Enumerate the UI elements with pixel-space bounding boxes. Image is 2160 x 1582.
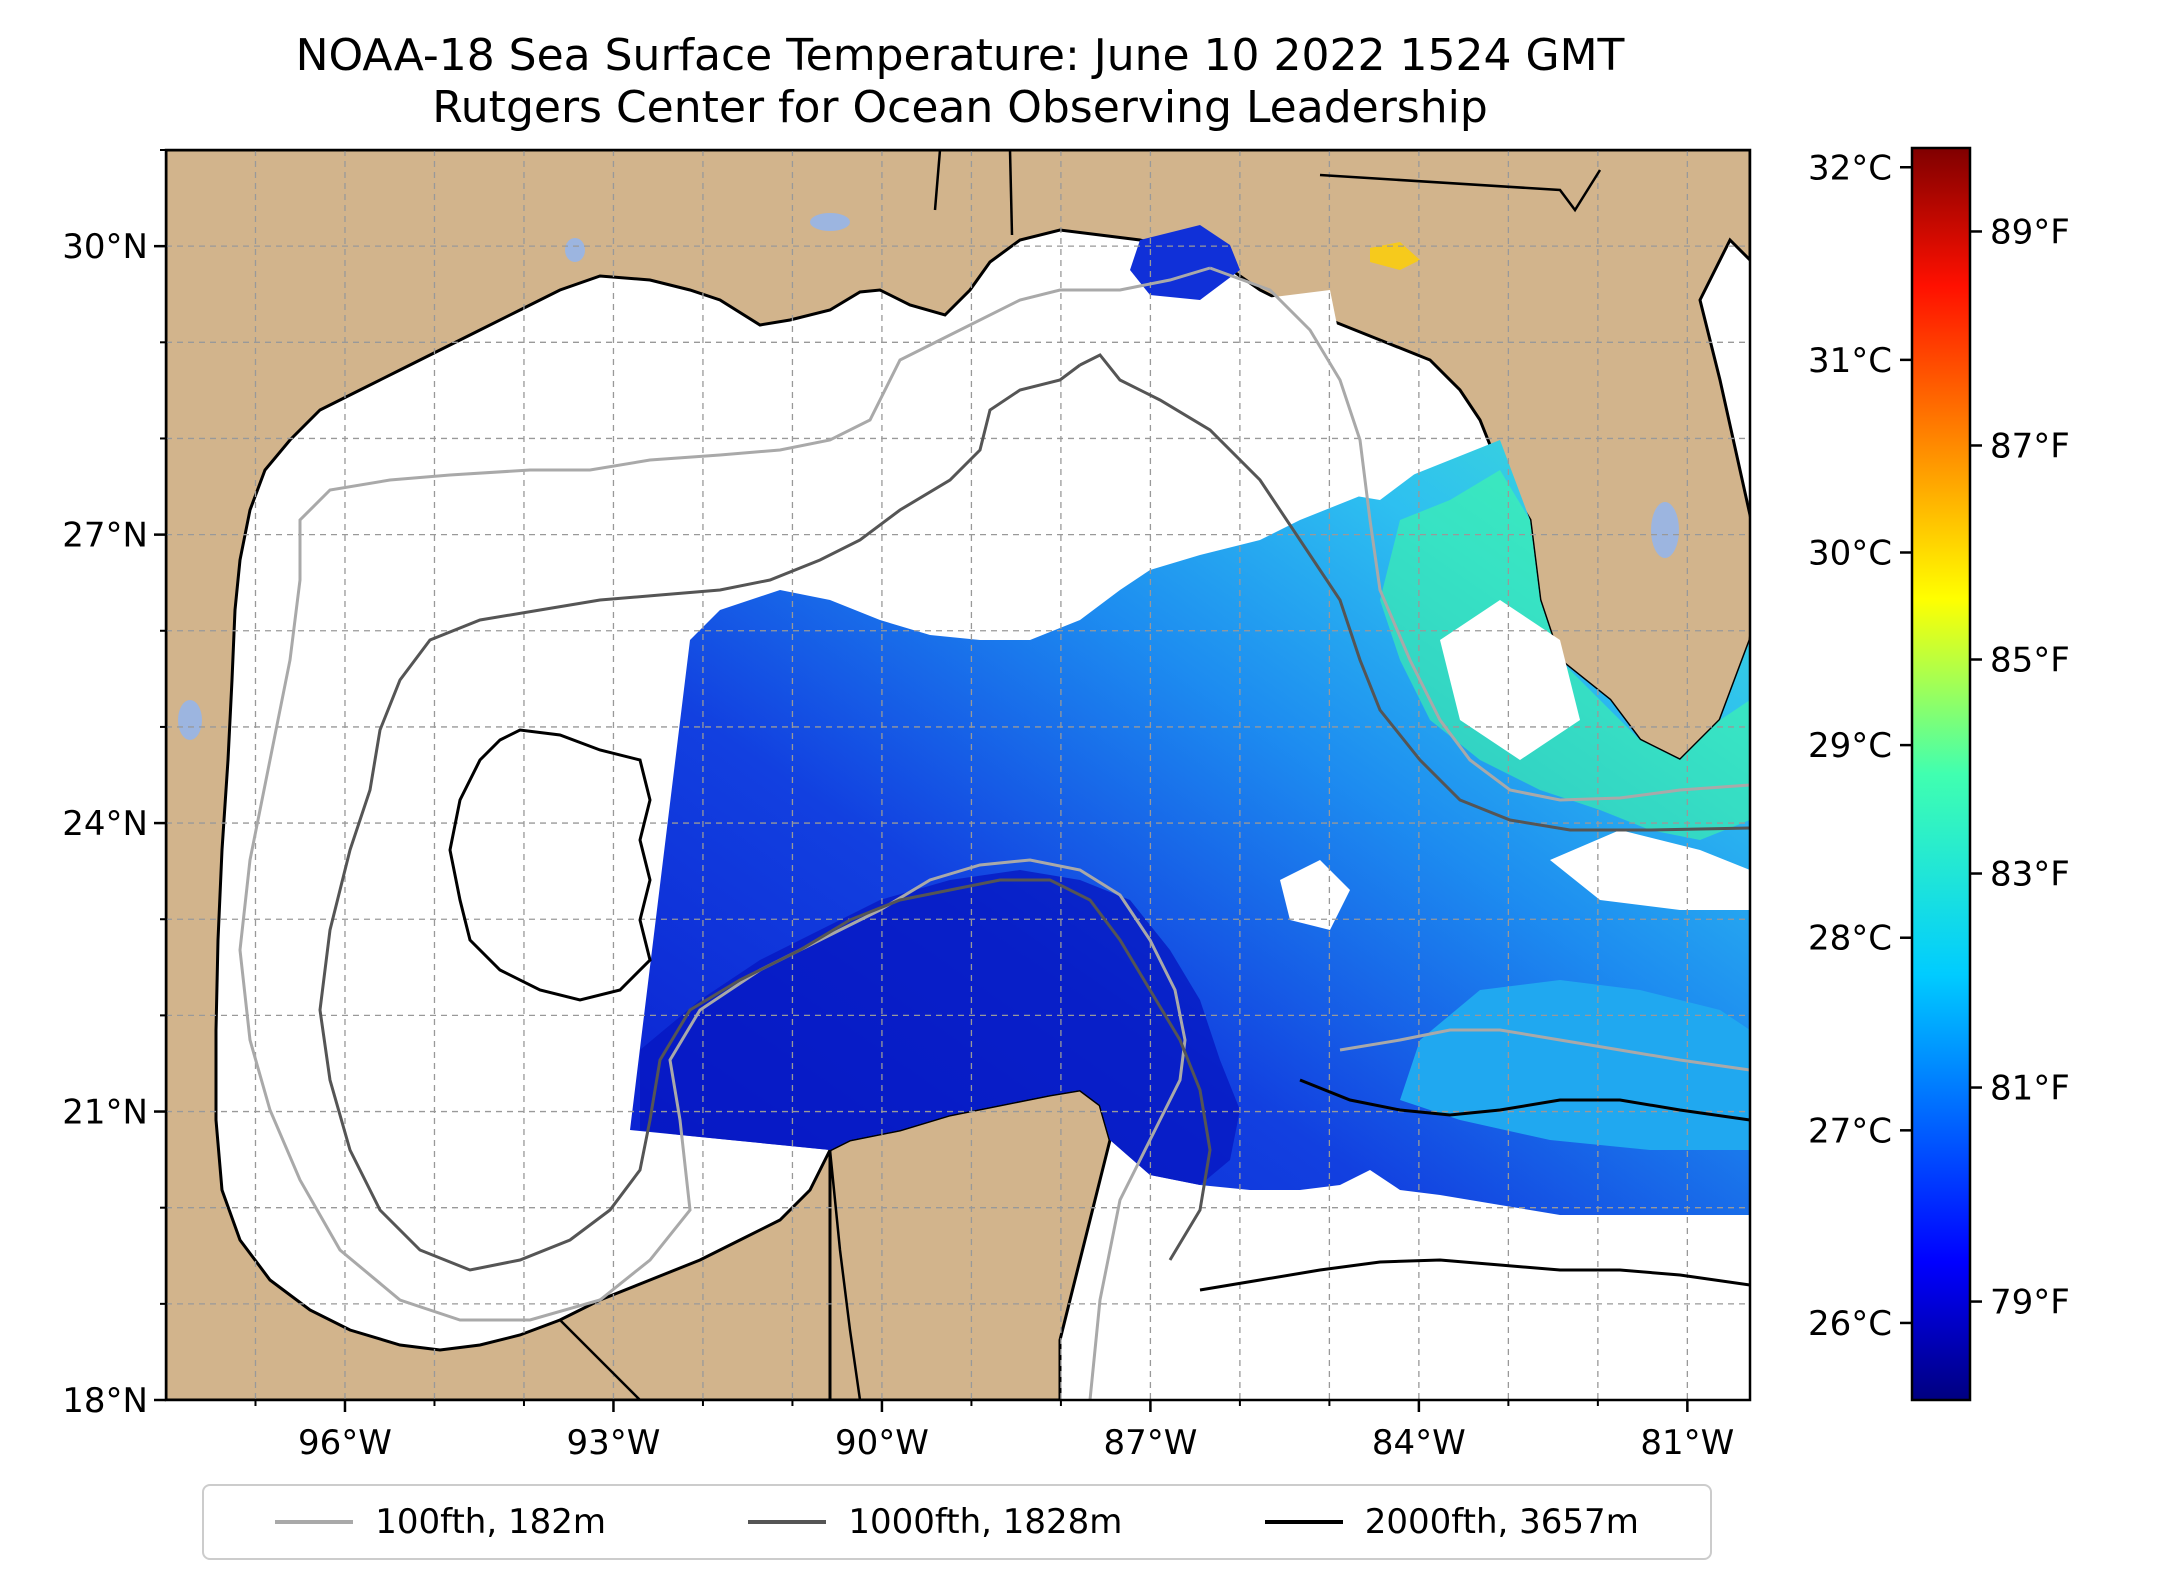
bathymetry-contours <box>238 266 1750 1400</box>
lake <box>178 700 202 740</box>
lake-pontchartrain <box>810 213 850 231</box>
legend-item-2000fth: 2000fth, 3657m <box>1264 1502 1639 1542</box>
celsius-tick-label: 32°C <box>1808 148 1892 188</box>
latitude-axis: 30°N 27°N 24°N 21°N 18°N <box>62 149 166 1421</box>
colorbar: 32°C 31°C 30°C 29°C 28°C 27°C 26°C 89°F 87°F 85°… <box>1808 146 2070 1402</box>
map-subtitle: Rutgers Center for Ocean Observing Leade… <box>432 82 1488 133</box>
legend-swatch-100fth <box>275 1520 354 1524</box>
sst-swath-deep <box>640 870 1240 1185</box>
graticule <box>166 150 1750 1400</box>
lon-tick-label: 87°W <box>1103 1423 1197 1463</box>
lon-tick-label: 96°W <box>298 1423 392 1463</box>
sst-swath-warm <box>1380 470 1750 840</box>
legend-item-1000fth: 1000fth, 1828m <box>748 1502 1122 1542</box>
legend-swatch-1000fth <box>748 1520 827 1524</box>
lon-tick-label: 93°W <box>567 1423 661 1463</box>
lat-tick-label: 24°N <box>62 804 148 844</box>
legend-swatch-2000fth <box>1264 1520 1343 1524</box>
lat-tick-label: 21°N <box>62 1093 148 1133</box>
longitude-axis: 96°W 93°W 90°W 87°W 84°W 81°W <box>254 1400 1734 1463</box>
fahrenheit-tick-label: 89°F <box>1990 212 2070 252</box>
contour-legend: 100fth, 182m 1000fth, 1828m 2000fth, 365… <box>202 1484 1712 1560</box>
contour-100fth <box>238 266 1750 1400</box>
colorbar-gradient <box>1910 146 1972 1402</box>
celsius-tick-label: 29°C <box>1808 726 1892 766</box>
lon-tick-label: 90°W <box>835 1423 929 1463</box>
fahrenheit-tick-label: 85°F <box>1990 641 2070 681</box>
colorbar-fahrenheit-ticks: 89°F 87°F 85°F 83°F 81°F 79°F <box>1970 212 2070 1323</box>
map-title: NOAA-18 Sea Surface Temperature: June 10… <box>295 30 1625 81</box>
celsius-tick-label: 30°C <box>1808 533 1892 573</box>
fahrenheit-tick-label: 81°F <box>1990 1069 2070 1109</box>
lon-tick-label: 81°W <box>1640 1423 1734 1463</box>
celsius-tick-label: 27°C <box>1808 1111 1892 1151</box>
map-area <box>166 150 1750 1400</box>
lat-tick-label: 30°N <box>62 227 148 267</box>
fahrenheit-tick-label: 87°F <box>1990 426 2070 466</box>
lakes <box>178 213 1679 740</box>
lake-okeechobee <box>1651 502 1679 558</box>
celsius-tick-label: 26°C <box>1808 1304 1892 1344</box>
legend-label-100fth: 100fth, 182m <box>375 1502 606 1542</box>
map-frame <box>164 148 1752 1402</box>
contour-1000fth <box>318 353 1750 1272</box>
celsius-tick-label: 28°C <box>1808 919 1892 959</box>
legend-label-1000fth: 1000fth, 1828m <box>848 1502 1123 1542</box>
celsius-tick-label: 31°C <box>1808 341 1892 381</box>
legend-item-100fth: 100fth, 182m <box>275 1502 606 1542</box>
lake <box>565 238 585 262</box>
fahrenheit-tick-label: 79°F <box>1990 1283 2070 1323</box>
lat-tick-label: 18°N <box>62 1381 148 1421</box>
political-borders <box>559 150 1602 1400</box>
contour-2000fth <box>448 728 1750 1292</box>
legend-label-2000fth: 2000fth, 3657m <box>1364 1502 1639 1542</box>
lat-tick-label: 27°N <box>62 516 148 556</box>
fahrenheit-tick-label: 83°F <box>1990 855 2070 895</box>
sst-swath-coastal-warm <box>1370 242 1420 270</box>
colorbar-celsius-ticks: 32°C 31°C 30°C 29°C 28°C 27°C 26°C <box>1808 148 1912 1344</box>
lon-tick-label: 84°W <box>1372 1423 1466 1463</box>
